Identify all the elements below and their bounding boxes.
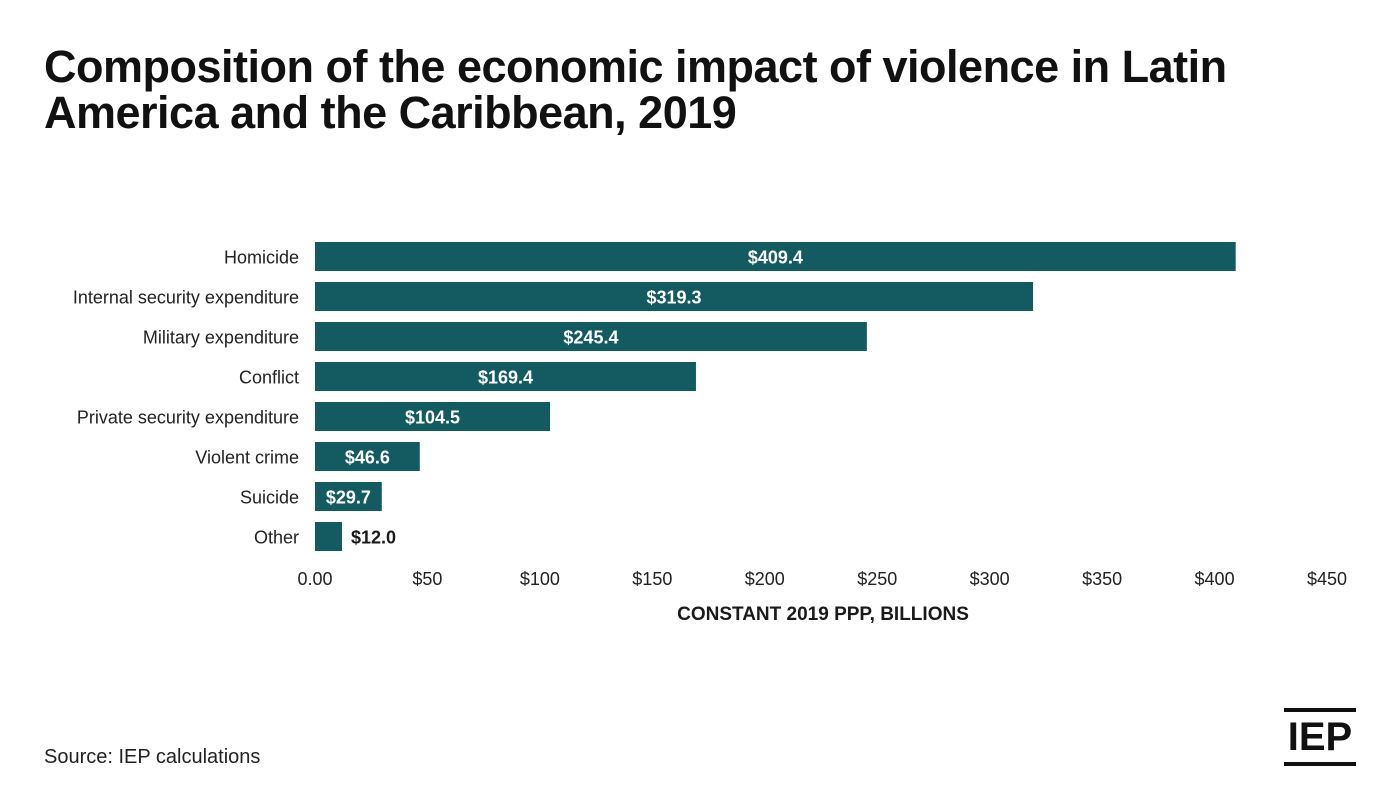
category-label-homicide: Homicide <box>224 248 299 268</box>
data-label-conflict: $169.4 <box>478 368 533 388</box>
x-tick-label: $150 <box>632 569 672 589</box>
bar-homicide <box>315 242 1236 271</box>
data-label-internal-security-expenditure: $319.3 <box>647 288 702 308</box>
category-label-internal-security-expenditure: Internal security expenditure <box>73 288 299 308</box>
bar-internal-security-expenditure <box>315 282 1034 311</box>
x-tick-label: $450 <box>1307 569 1347 589</box>
chart-title: Composition of the economic impact of vi… <box>44 41 1227 138</box>
iep-logo: IEP <box>1284 708 1356 766</box>
x-tick-label: 0.00 <box>297 569 332 589</box>
data-label-homicide: $409.4 <box>748 248 803 268</box>
bars-group: $409.4 $319.3 $245.4 $169.4 $104.5 $46.6 $29.7… <box>315 242 1236 551</box>
bar-other <box>315 522 342 551</box>
category-label-conflict: Conflict <box>239 368 299 388</box>
x-tick-labels-group: 0.00 $50 $100 $150 $200 $250 $300 $350 $400 $450 <box>297 569 1347 589</box>
x-tick-label: $200 <box>745 569 785 589</box>
bar-military-expenditure <box>315 322 867 351</box>
data-label-other: $12.0 <box>351 528 396 548</box>
x-tick-label: $400 <box>1195 569 1235 589</box>
x-axis-title: CONSTANT 2019 PPP, BILLIONS <box>677 604 969 625</box>
category-label-other: Other <box>254 528 299 548</box>
data-label-suicide: $29.7 <box>326 488 371 508</box>
x-tick-label: $100 <box>520 569 560 589</box>
bar-private-security-expenditure <box>315 402 551 431</box>
data-label-private-security-expenditure: $104.5 <box>405 408 460 428</box>
data-label-violent-crime: $46.6 <box>345 448 390 468</box>
logo-bottom-rule <box>1284 762 1356 766</box>
data-label-military-expenditure: $245.4 <box>563 328 618 348</box>
x-tick-label: $350 <box>1082 569 1122 589</box>
category-label-military-expenditure: Military expenditure <box>143 328 299 348</box>
bar-suicide <box>315 482 382 511</box>
category-label-private-security-expenditure: Private security expenditure <box>77 408 299 428</box>
bar-conflict <box>315 362 696 391</box>
category-labels-group: Homicide Internal security expenditure Mil… <box>73 248 299 548</box>
category-label-violent-crime: Violent crime <box>195 448 299 468</box>
x-tick-label: $50 <box>412 569 442 589</box>
x-tick-label: $300 <box>970 569 1010 589</box>
bar-violent-crime <box>315 442 420 471</box>
logo-top-rule <box>1284 708 1356 712</box>
logo-text: IEP <box>1287 715 1353 759</box>
source-note: Source: IEP calculations <box>44 746 261 768</box>
category-label-suicide: Suicide <box>240 488 299 508</box>
x-tick-label: $250 <box>857 569 897 589</box>
